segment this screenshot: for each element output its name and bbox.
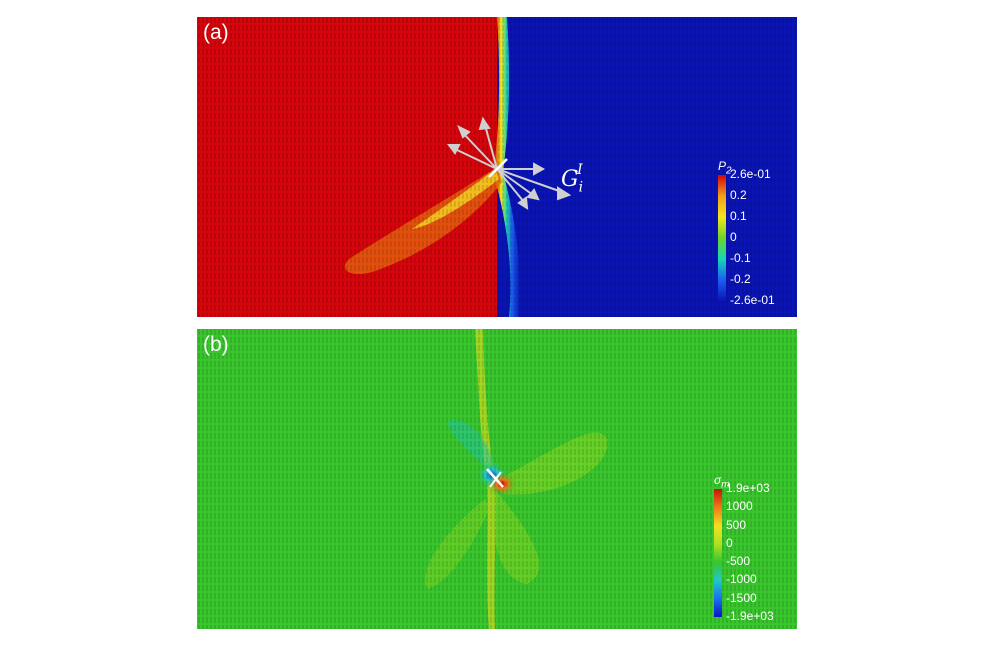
dislocation-marker (486, 468, 504, 488)
colorbar-tick-label: -1000 (726, 572, 757, 587)
colorbar-tick-label: -500 (726, 554, 751, 569)
colorbar-tick-label: 0.1 (730, 209, 747, 223)
colorbar-b (714, 489, 722, 617)
colorbar-tick-label: 500 (726, 517, 747, 532)
dislocation-marker (488, 158, 508, 178)
phase-field-plot (197, 17, 797, 317)
colorbar-tick-label: 1000 (726, 499, 753, 514)
slip-vector-arrows (447, 116, 572, 210)
colorbar-b-title: σm (714, 473, 730, 491)
panel-b-label: (b) (203, 333, 229, 356)
colorbar-tick-label: -2.6e-01 (730, 293, 775, 307)
colorbar-a-title: P2 (718, 159, 732, 177)
panel-a-label: (a) (203, 21, 229, 44)
colorbar-tick-label: 0 (726, 535, 733, 550)
colorbar-tick-label: -0.2 (730, 272, 751, 286)
colorbar-tick-label: 2.6e-01 (730, 167, 771, 181)
colorbar-tick-label: 0 (730, 230, 737, 244)
stress-field-plot (197, 329, 797, 629)
colorbar-tick-label: -0.1 (730, 251, 751, 265)
colorbar-a (718, 175, 726, 301)
panel-a-phase-field: (a) GiI P2 2.6e-01 0.2 0.1 0 -0.1 -0.2 -2.6e-0… (197, 17, 797, 317)
slip-vector-label: GiI (561, 162, 584, 196)
panel-b-stress-field: (b) σm 1.9e+03 1000 500 0 -500 -1000 -1500 -1.9… (197, 329, 797, 629)
colorbar-tick-label: 1.9e+03 (726, 481, 770, 495)
colorbar-tick-label: -1.9e+03 (726, 609, 774, 623)
colorbar-tick-label: 0.2 (730, 188, 747, 202)
colorbar-tick-label: -1500 (726, 590, 757, 605)
